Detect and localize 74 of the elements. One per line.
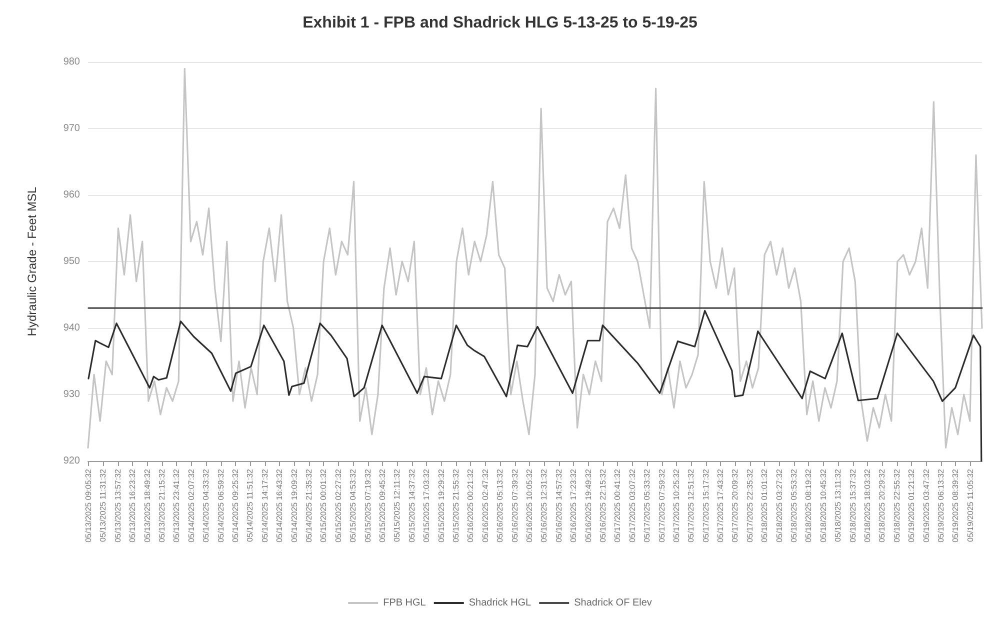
x-tick-label: 05/17/2025 00:41:32 bbox=[613, 468, 622, 542]
x-tick-label: 05/17/2025 20:09:32 bbox=[730, 468, 740, 542]
x-tick-label: 05/19/2025 06:13:32 bbox=[936, 468, 946, 542]
legend-label: Shadrick HGL bbox=[468, 598, 532, 608]
x-tick-label: 05/15/2025 21:55:32 bbox=[451, 468, 460, 542]
y-axis-title: Hydraulic Grade - Feet MSL bbox=[25, 186, 39, 336]
y-tick-label: 960 bbox=[63, 190, 80, 200]
x-tick-label: 05/16/2025 00:21:32 bbox=[466, 468, 476, 542]
line-series bbox=[87, 68, 983, 448]
x-tick-label: 05/15/2025 09:45:32 bbox=[378, 468, 387, 542]
y-tick-label: 920 bbox=[63, 456, 80, 466]
x-tick-label: 05/13/2025 09:05:32 bbox=[84, 468, 94, 542]
x-tick-label: 05/13/2025 11:31:32 bbox=[98, 468, 108, 542]
y-tick-label: 940 bbox=[63, 322, 80, 334]
x-tick-label: 05/18/2025 13:11:32 bbox=[834, 468, 843, 542]
x-tick-label: 05/14/2025 06:59:32 bbox=[216, 468, 226, 542]
x-tick-label: 05/13/2025 23:41:32 bbox=[172, 468, 182, 542]
x-tick-label: 05/19/2025 03:47:32 bbox=[922, 468, 931, 542]
x-tick-label: 05/16/2025 05:13:32 bbox=[496, 468, 505, 542]
x-tick-label: 05/18/2025 20:29:32 bbox=[878, 468, 887, 542]
x-tick-label: 05/19/2025 01:21:32 bbox=[907, 468, 916, 542]
x-tick-label: 05/19/2025 08:39:32 bbox=[951, 468, 960, 542]
x-tick-label: 05/14/2025 14:17:32 bbox=[260, 468, 270, 542]
x-tick-label: 05/17/2025 17:43:32 bbox=[716, 468, 726, 542]
x-tick-label: 05/14/2025 21:35:32 bbox=[304, 468, 314, 542]
x-tick-label: 05/17/2025 15:17:32 bbox=[701, 468, 710, 542]
y-tick-label: 980 bbox=[63, 56, 80, 68]
x-tick-label: 05/15/2025 17:03:32 bbox=[422, 468, 432, 542]
x-tick-label: 05/16/2025 10:05:32 bbox=[524, 468, 534, 542]
x-tick-label: 05/14/2025 19:09:32 bbox=[290, 468, 299, 542]
x-tick-label: 05/17/2025 05:33:32 bbox=[642, 468, 652, 542]
x-tick-label: 05/17/2025 07:59:32 bbox=[657, 468, 666, 542]
x-tick-label: 05/18/2025 01:01:32 bbox=[760, 468, 770, 542]
x-tick-label: 05/16/2025 07:39:32 bbox=[510, 468, 520, 542]
x-tick-label: 05/14/2025 09:25:32 bbox=[230, 468, 240, 542]
x-tick-label: 05/15/2025 14:37:32 bbox=[407, 468, 416, 542]
x-tick-label: 05/15/2025 04:53:32 bbox=[348, 468, 358, 542]
x-tick-label: 05/15/2025 19:29:32 bbox=[436, 468, 446, 542]
x-tick-label: 05/17/2025 12:51:32 bbox=[686, 468, 696, 542]
legend-label: FPB HGL bbox=[383, 598, 426, 608]
x-tick-label: 05/13/2025 21:15:32 bbox=[157, 468, 166, 542]
x-tick-label: 05/15/2025 00:01:32 bbox=[319, 468, 328, 542]
x-tick-label: 05/19/2025 11:05:32 bbox=[966, 468, 975, 542]
x-tick-label: 05/16/2025 14:57:32 bbox=[554, 468, 564, 542]
x-tick-label: 05/15/2025 02:27:32 bbox=[334, 468, 343, 542]
legend-label: Shadrick OF Elev bbox=[574, 598, 652, 608]
x-tick-label: 05/17/2025 22:35:32 bbox=[745, 468, 754, 542]
x-tick-label: 05/18/2025 18:03:32 bbox=[863, 468, 872, 542]
chart-title: Exhibit 1 - FPB and Shadrick HLG 5-13-25 to 5-19-25 bbox=[302, 14, 698, 32]
x-tick-label: 05/18/2025 03:27:32 bbox=[774, 468, 784, 542]
x-tick-label: 05/14/2025 02:07:32 bbox=[186, 468, 196, 542]
x-tick-label: 05/14/2025 11:51:32 bbox=[246, 468, 255, 542]
x-tick-label: 05/14/2025 16:43:32 bbox=[275, 468, 284, 542]
x-tick-label: 05/18/2025 22:55:32 bbox=[892, 468, 902, 542]
x-tick-label: 05/18/2025 15:37:32 bbox=[848, 468, 858, 542]
x-tick-label: 05/15/2025 07:19:32 bbox=[363, 468, 372, 542]
x-tick-label: 05/16/2025 12:31:32 bbox=[540, 468, 549, 542]
x-tick-label: 05/17/2025 10:25:32 bbox=[672, 468, 681, 542]
x-tick-label: 05/18/2025 05:53:32 bbox=[790, 468, 799, 542]
x-tick-label: 05/18/2025 08:19:32 bbox=[804, 468, 814, 542]
x-tick-label: 05/16/2025 19:49:32 bbox=[584, 468, 593, 542]
x-tick-label: 05/18/2025 10:45:32 bbox=[818, 468, 828, 542]
y-tick-label: 930 bbox=[63, 389, 80, 400]
x-tick-label: 05/13/2025 16:23:32 bbox=[128, 468, 138, 542]
x-tick-label: 05/16/2025 22:15:32 bbox=[598, 468, 608, 542]
y-tick-label: 970 bbox=[63, 123, 80, 134]
x-tick-label: 05/13/2025 13:57:32 bbox=[113, 468, 122, 542]
x-tick-label: 05/16/2025 02:47:32 bbox=[480, 468, 490, 542]
x-tick-label: 05/17/2025 03:07:32 bbox=[628, 468, 637, 542]
x-tick-label: 05/16/2025 17:23:32 bbox=[569, 468, 578, 542]
y-tick-label: 950 bbox=[63, 256, 80, 267]
x-tick-label: 05/13/2025 18:49:32 bbox=[142, 468, 152, 542]
x-tick-label: 05/15/2025 12:11:32 bbox=[392, 468, 402, 542]
x-tick-label: 05/14/2025 04:33:32 bbox=[202, 468, 211, 542]
